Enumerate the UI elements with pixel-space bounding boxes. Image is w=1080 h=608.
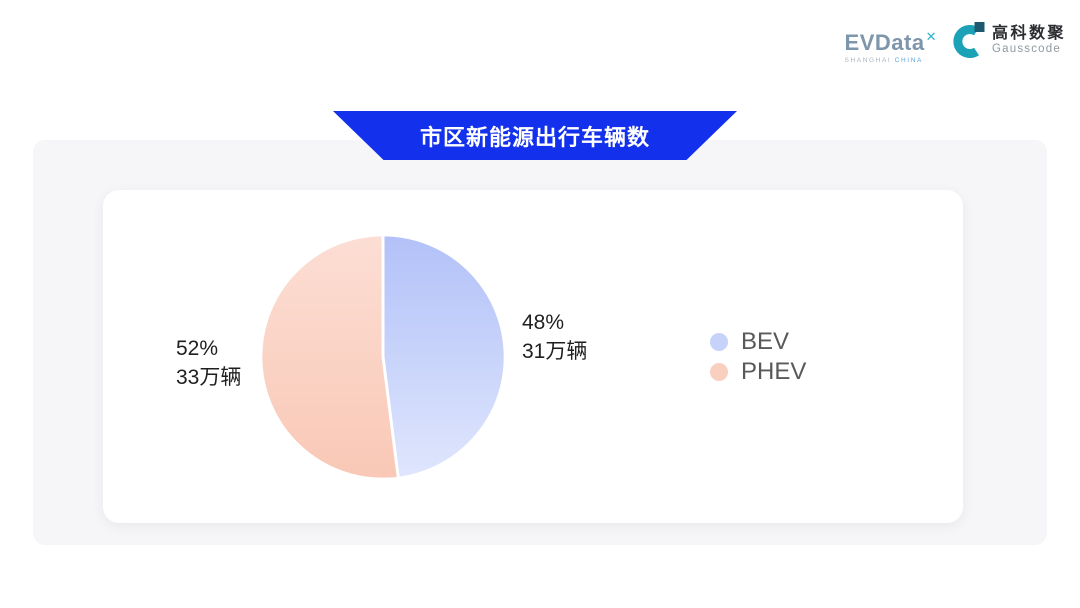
pie-label-phev: 52% 33万辆 [176,334,241,392]
pie-svg [259,233,507,481]
gausscode-name-cn: 高科数聚 [991,24,1066,42]
bev-percent: 48% [522,311,565,334]
pie-slice-phev[interactable] [259,233,400,481]
legend-dot-phev [710,363,728,381]
evdata-logo: EVData✕ SHANGHAI CHINA [845,20,937,64]
header-logos: EVData✕ SHANGHAI CHINA 高科数聚 Gausscode [845,20,1066,64]
bev-value: 31万辆 [522,340,588,363]
legend-item-bev[interactable]: BEV [710,328,806,355]
chart-title: 市区新能源出行车辆数 [419,124,650,150]
evdata-tagline: SHANGHAI CHINA [845,57,923,64]
gausscode-c-icon [953,22,985,58]
evdata-x-icon: ✕ [925,29,937,44]
chart-card: 48% 31万辆 52% 33万辆 BEV PHEV [103,190,963,523]
chart-title-banner: 市区新能源出行车辆数 [333,111,737,160]
evdata-tagline-right: CHINA [894,57,923,64]
gausscode-text: 高科数聚 Gausscode [992,25,1066,56]
legend-label-phev: PHEV [741,358,807,385]
evdata-wordmark: EVData✕ [845,26,937,54]
pie-label-bev: 48% 31万辆 [522,308,587,366]
gausscode-name-en: Gausscode [991,42,1061,55]
legend-label-bev: BEV [741,328,790,355]
legend-item-phev[interactable]: PHEV [710,358,807,385]
phev-percent: 52% [176,337,219,360]
chart-panel: 48% 31万辆 52% 33万辆 BEV PHEV [33,140,1047,545]
evdata-wordmark-text: EVData [844,30,925,55]
phev-value: 33万辆 [176,366,242,389]
pie-chart [257,231,509,483]
gausscode-logo: 高科数聚 Gausscode [951,20,1066,60]
evdata-tagline-left: SHANGHAI [844,57,892,64]
legend-dot-bev [710,333,728,351]
legend: BEV PHEV [710,328,807,385]
pie-slice-bev[interactable] [381,233,507,480]
